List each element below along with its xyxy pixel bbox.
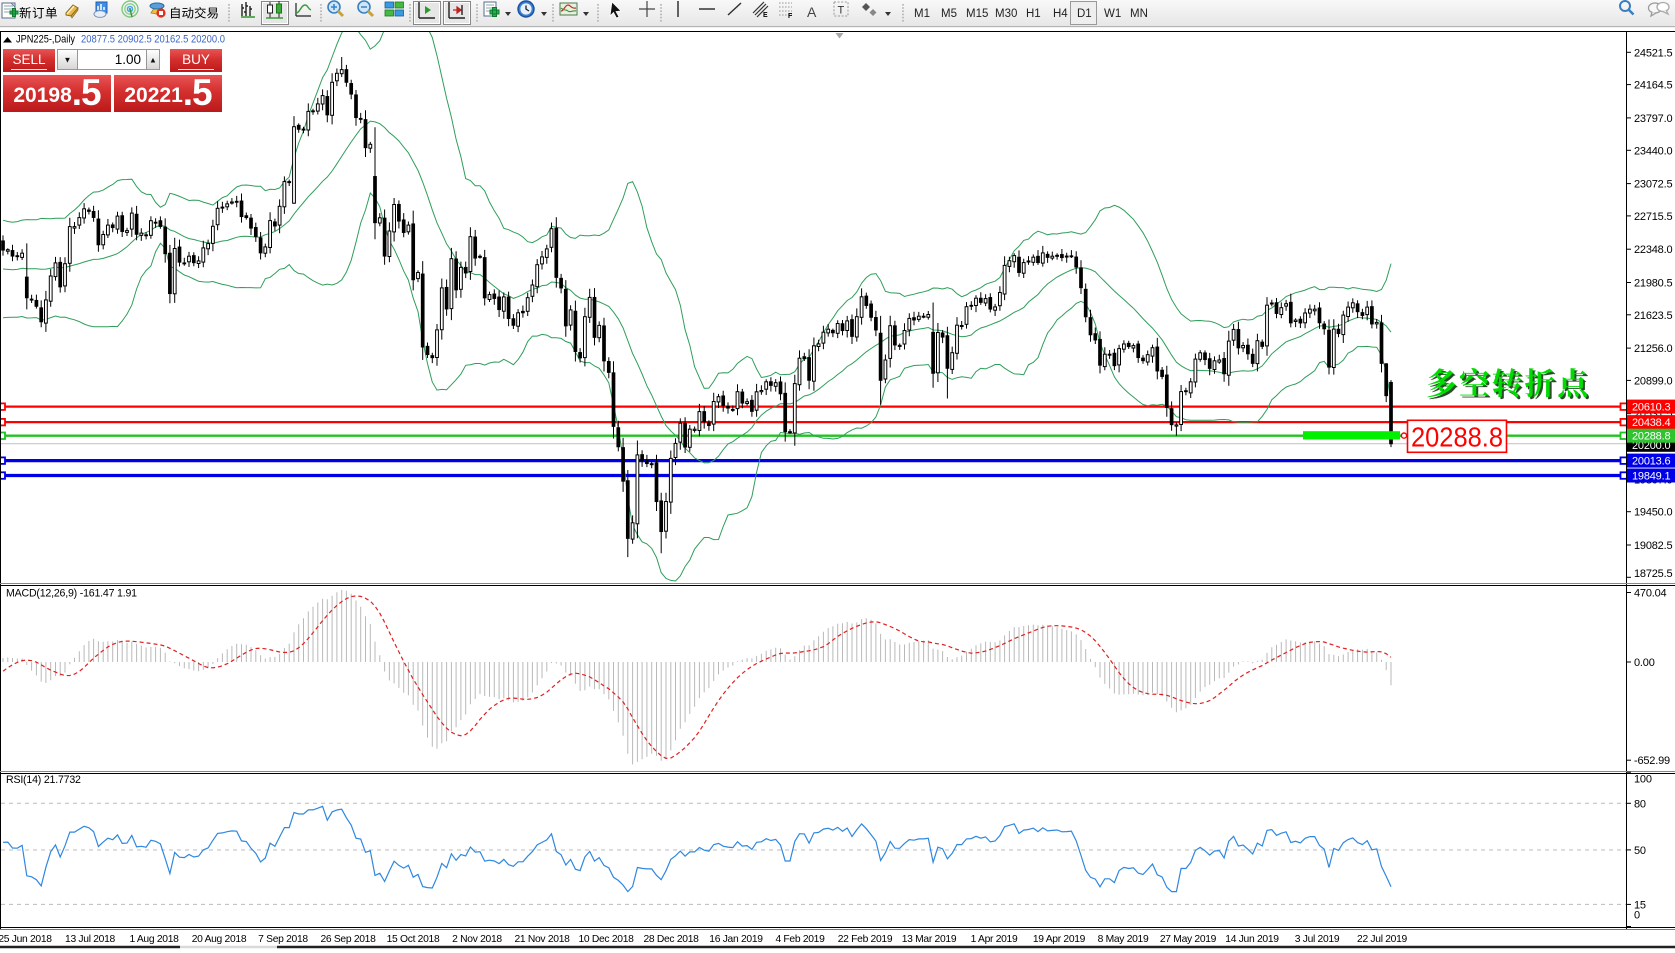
- svg-text:22 Feb 2019: 22 Feb 2019: [838, 934, 893, 945]
- svg-text:19082.5: 19082.5: [1634, 540, 1672, 552]
- svg-text:24521.5: 24521.5: [1634, 47, 1672, 59]
- svg-text:MN: MN: [1130, 8, 1148, 20]
- svg-text:24164.5: 24164.5: [1634, 80, 1672, 92]
- svg-text:M5: M5: [941, 8, 957, 20]
- svg-text:23072.5: 23072.5: [1634, 179, 1672, 191]
- svg-text:RSI(14) 21.7732: RSI(14) 21.7732: [6, 774, 81, 786]
- svg-text:26 Sep 2018: 26 Sep 2018: [320, 934, 376, 945]
- svg-text:T: T: [838, 5, 845, 17]
- svg-text:W1: W1: [1104, 8, 1121, 20]
- svg-text:19849.1: 19849.1: [1632, 471, 1670, 483]
- svg-text:20288.8: 20288.8: [1632, 431, 1670, 443]
- svg-text:4 Feb 2019: 4 Feb 2019: [775, 934, 825, 945]
- svg-text:21256.0: 21256.0: [1634, 343, 1672, 355]
- svg-text:M1: M1: [914, 8, 930, 20]
- svg-text:20899.0: 20899.0: [1634, 375, 1672, 387]
- svg-text:14 Jun 2019: 14 Jun 2019: [1225, 934, 1279, 945]
- svg-text:8 May 2019: 8 May 2019: [1098, 934, 1149, 945]
- svg-text:13 Mar 2019: 13 Mar 2019: [902, 934, 957, 945]
- svg-text:20610.3: 20610.3: [1632, 402, 1670, 414]
- svg-text:19450.0: 19450.0: [1634, 507, 1672, 519]
- svg-text:0: 0: [1634, 910, 1640, 922]
- svg-text:20877.5 20902.5 20162.5 20200.: 20877.5 20902.5 20162.5 20200.0: [81, 34, 225, 46]
- svg-text:25 Jun 2018: 25 Jun 2018: [0, 934, 52, 945]
- svg-text:80: 80: [1634, 798, 1646, 810]
- svg-text:E: E: [763, 12, 768, 19]
- svg-text:23797.0: 23797.0: [1634, 113, 1672, 125]
- svg-text:21623.5: 21623.5: [1634, 310, 1672, 322]
- svg-text:MACD(12,26,9) -161.47 1.91: MACD(12,26,9) -161.47 1.91: [6, 588, 137, 600]
- svg-text:27 May 2019: 27 May 2019: [1160, 934, 1217, 945]
- svg-text:-652.99: -652.99: [1634, 755, 1670, 767]
- svg-text:470.04: 470.04: [1634, 588, 1667, 600]
- svg-text:JPN225-,Daily: JPN225-,Daily: [16, 34, 75, 46]
- svg-text:21 Nov 2018: 21 Nov 2018: [514, 934, 570, 945]
- svg-text:M30: M30: [995, 8, 1017, 20]
- svg-text:15: 15: [1634, 899, 1646, 911]
- svg-text:10 Dec 2018: 10 Dec 2018: [578, 934, 634, 945]
- svg-text:22 Jul 2019: 22 Jul 2019: [1357, 934, 1408, 945]
- svg-text:1 Aug 2018: 1 Aug 2018: [129, 934, 179, 945]
- svg-text:D1: D1: [1077, 8, 1092, 20]
- svg-text:28 Dec 2018: 28 Dec 2018: [643, 934, 699, 945]
- svg-text:23440.0: 23440.0: [1634, 145, 1672, 157]
- svg-text:F: F: [788, 13, 793, 20]
- svg-text:20200.0: 20200.0: [1632, 440, 1670, 452]
- svg-text:16 Jan 2019: 16 Jan 2019: [709, 934, 763, 945]
- svg-text:0.00: 0.00: [1634, 657, 1655, 669]
- svg-text:M15: M15: [966, 8, 988, 20]
- svg-text:15 Oct 2018: 15 Oct 2018: [387, 934, 440, 945]
- svg-text:19 Apr 2019: 19 Apr 2019: [1033, 934, 1086, 945]
- svg-text:21980.5: 21980.5: [1634, 278, 1672, 290]
- svg-text:50: 50: [1634, 845, 1646, 857]
- svg-text:22715.5: 22715.5: [1634, 211, 1672, 223]
- svg-text:1 Apr 2019: 1 Apr 2019: [971, 934, 1018, 945]
- svg-text:7 Sep 2018: 7 Sep 2018: [258, 934, 308, 945]
- svg-text:22348.0: 22348.0: [1634, 244, 1672, 256]
- svg-text:3 Jul 2019: 3 Jul 2019: [1295, 934, 1340, 945]
- svg-text:20 Aug 2018: 20 Aug 2018: [192, 934, 247, 945]
- svg-text:20438.4: 20438.4: [1632, 417, 1670, 429]
- svg-text:A: A: [807, 4, 817, 20]
- svg-text:20288.8: 20288.8: [1411, 422, 1503, 453]
- svg-text:2 Nov 2018: 2 Nov 2018: [452, 934, 502, 945]
- svg-text:H4: H4: [1053, 8, 1068, 20]
- svg-text:13 Jul 2018: 13 Jul 2018: [65, 934, 116, 945]
- svg-text:20013.6: 20013.6: [1632, 456, 1670, 468]
- svg-text:18725.5: 18725.5: [1634, 568, 1672, 580]
- svg-text:100: 100: [1634, 774, 1652, 786]
- svg-text:H1: H1: [1026, 8, 1041, 20]
